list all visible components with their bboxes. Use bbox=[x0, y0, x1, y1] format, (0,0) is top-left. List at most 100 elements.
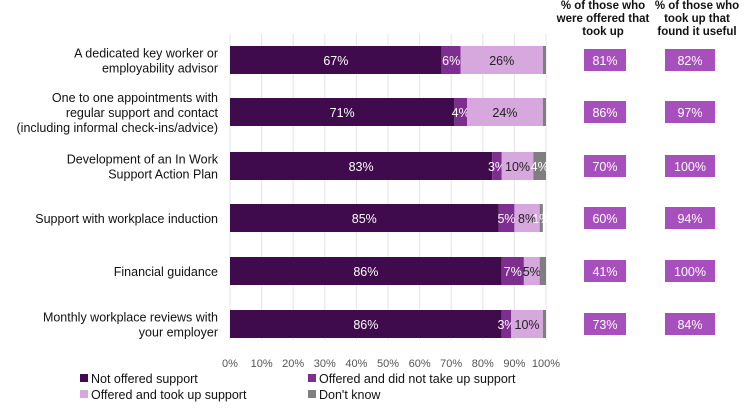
percentage-box bbox=[665, 313, 715, 335]
x-tick-label: 100% bbox=[532, 358, 560, 370]
data-label: 6% bbox=[442, 54, 460, 68]
category-label: A dedicated key worker or bbox=[74, 47, 218, 61]
bar-segment bbox=[542, 310, 546, 338]
percentage-box bbox=[584, 101, 626, 123]
percentage-box-value: 86% bbox=[592, 106, 617, 120]
percentage-box-value: 97% bbox=[677, 106, 702, 120]
percentage-box-value: 73% bbox=[592, 318, 617, 332]
x-tick-label: 70% bbox=[440, 358, 462, 370]
data-label: 71% bbox=[330, 106, 355, 120]
data-label: 8% bbox=[518, 212, 536, 226]
column-header-took-up: % of those who were offered that took up bbox=[556, 0, 650, 38]
bar-segment bbox=[539, 204, 543, 232]
category-label: (including informal check-ins/advice) bbox=[17, 121, 218, 135]
percentage-box bbox=[584, 313, 626, 335]
percentage-box bbox=[665, 260, 715, 282]
percentage-box-value: 100% bbox=[674, 265, 706, 279]
bar-segment bbox=[501, 310, 512, 338]
percentage-box-value: 41% bbox=[592, 265, 617, 279]
percentage-box bbox=[665, 101, 715, 123]
percentage-box bbox=[665, 49, 715, 71]
percentage-box bbox=[584, 260, 626, 282]
bar-segment bbox=[542, 46, 546, 74]
bar-segment bbox=[441, 46, 461, 74]
percentage-box-value: 81% bbox=[592, 54, 617, 68]
data-label: 3% bbox=[497, 318, 515, 332]
data-label: 4% bbox=[452, 106, 470, 120]
percentage-box bbox=[584, 49, 626, 71]
percentage-box-value: 60% bbox=[592, 212, 617, 226]
category-label: Financial guidance bbox=[114, 265, 218, 279]
legend-swatch bbox=[80, 390, 88, 398]
x-tick-label: 20% bbox=[282, 358, 304, 370]
bar-segment bbox=[230, 98, 455, 126]
legend-label: Not offered support bbox=[91, 372, 198, 386]
legend-swatch bbox=[80, 374, 88, 382]
legend-swatch bbox=[308, 374, 316, 382]
legend-label: Offered and took up support bbox=[91, 388, 247, 402]
bar-segment bbox=[501, 152, 534, 180]
category-label: Support Action Plan bbox=[108, 168, 218, 182]
bar-segment bbox=[230, 152, 493, 180]
data-label: 4% bbox=[531, 160, 549, 174]
data-label: 24% bbox=[492, 106, 517, 120]
bar-segment bbox=[542, 98, 546, 126]
data-label: 5% bbox=[497, 212, 515, 226]
category-label: Support with workplace induction bbox=[35, 212, 218, 226]
x-tick-label: 10% bbox=[251, 358, 273, 370]
percentage-box-value: 82% bbox=[677, 54, 702, 68]
bar-segment bbox=[467, 98, 543, 126]
data-label: 3% bbox=[488, 160, 506, 174]
category-label: Development of an In Work bbox=[67, 153, 219, 167]
percentage-box bbox=[665, 155, 715, 177]
percentage-box bbox=[584, 155, 626, 177]
bar-segment bbox=[498, 204, 515, 232]
bar-segment bbox=[533, 152, 546, 180]
percentage-box bbox=[665, 207, 715, 229]
percentage-box-value: 94% bbox=[677, 212, 702, 226]
legend-label: Offered and did not take up support bbox=[319, 372, 516, 386]
percentage-box-value: 100% bbox=[674, 160, 706, 174]
percentage-box bbox=[584, 207, 626, 229]
column-header-useful: % of those who took up that found it use… bbox=[654, 0, 740, 38]
category-label: One to one appointments with bbox=[52, 91, 218, 105]
bar-segment bbox=[454, 98, 467, 126]
bar-segment bbox=[230, 204, 499, 232]
x-tick-label: 80% bbox=[472, 358, 494, 370]
category-label: your employer bbox=[139, 326, 218, 340]
x-tick-label: 60% bbox=[409, 358, 431, 370]
x-tick-label: 30% bbox=[314, 358, 336, 370]
x-tick-label: 90% bbox=[503, 358, 525, 370]
x-tick-label: 50% bbox=[377, 358, 399, 370]
data-label: 7% bbox=[504, 265, 522, 279]
bar-segment bbox=[511, 310, 543, 338]
bar-segment bbox=[460, 46, 543, 74]
data-label: 5% bbox=[523, 265, 541, 279]
bar-segment bbox=[523, 257, 540, 285]
percentage-box-value: 70% bbox=[592, 160, 617, 174]
data-label: 86% bbox=[353, 265, 378, 279]
x-tick-label: 0% bbox=[222, 358, 238, 370]
data-label: 86% bbox=[353, 318, 378, 332]
category-label: Monthly workplace reviews with bbox=[43, 311, 218, 325]
bar-segment bbox=[492, 152, 502, 180]
bar-segment bbox=[501, 257, 524, 285]
bar-segment bbox=[514, 204, 540, 232]
percentage-box-value: 84% bbox=[677, 318, 702, 332]
data-label: 85% bbox=[352, 212, 377, 226]
data-label: 26% bbox=[489, 54, 514, 68]
legend-label: Don't know bbox=[319, 388, 381, 402]
data-label: 1% bbox=[532, 212, 550, 226]
data-label: 10% bbox=[515, 318, 540, 332]
category-label: employability advisor bbox=[102, 62, 218, 76]
data-label: 83% bbox=[349, 160, 374, 174]
data-label: 67% bbox=[323, 54, 348, 68]
category-label: regular support and contact bbox=[66, 106, 219, 120]
bar-segment bbox=[230, 257, 502, 285]
data-label: 10% bbox=[505, 160, 530, 174]
legend-swatch bbox=[308, 390, 316, 398]
x-tick-label: 40% bbox=[345, 358, 367, 370]
bar-segment bbox=[539, 257, 546, 285]
bar-segment bbox=[230, 46, 442, 74]
